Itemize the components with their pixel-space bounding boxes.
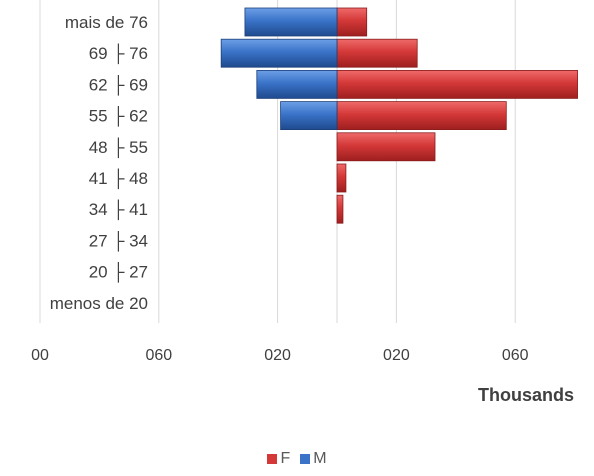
x-tick-label-1: 060	[145, 347, 172, 364]
bar-m-1	[220, 38, 338, 68]
category-label-9: menos de 20	[50, 294, 148, 313]
category-label-5: 41 ├ 48	[89, 168, 148, 190]
bar-f-1	[336, 38, 418, 68]
legend-item-m: M	[300, 450, 327, 468]
category-label-4: 48 ├ 55	[89, 137, 148, 159]
bar-f-3	[336, 101, 507, 130]
legend-swatch-m	[300, 454, 311, 464]
x-tick-label-4: 060	[502, 347, 529, 364]
legend: F M	[0, 450, 594, 468]
bar-m-3	[280, 101, 338, 130]
bar-f-4	[336, 132, 436, 162]
x-tick-label-2: 020	[264, 347, 291, 364]
category-label-6: 34 ├ 41	[89, 199, 148, 221]
x-tick-label-0: 00	[31, 347, 49, 364]
legend-item-f: F	[267, 450, 290, 468]
bar-f-5	[336, 163, 347, 193]
bar-f-0	[336, 7, 368, 37]
category-label-0: mais de 76	[65, 13, 148, 32]
bar-m-2	[256, 70, 338, 99]
x-tick-label-3: 020	[383, 347, 410, 364]
x-axis-title: Thousands	[478, 385, 574, 405]
category-label-3: 55 ├ 62	[89, 106, 148, 128]
category-label-2: 62 ├ 69	[89, 74, 148, 96]
category-label-1: 69 ├ 76	[89, 43, 148, 65]
bar-f-6	[336, 194, 344, 224]
category-label-8: 20 ├ 27	[89, 262, 148, 284]
legend-label-f: F	[280, 450, 291, 467]
legend-label-m: M	[313, 450, 327, 467]
bar-m-0	[244, 7, 338, 37]
bar-f-2	[336, 70, 578, 99]
category-label-7: 27 ├ 34	[89, 230, 148, 252]
legend-swatch-f	[267, 454, 278, 464]
